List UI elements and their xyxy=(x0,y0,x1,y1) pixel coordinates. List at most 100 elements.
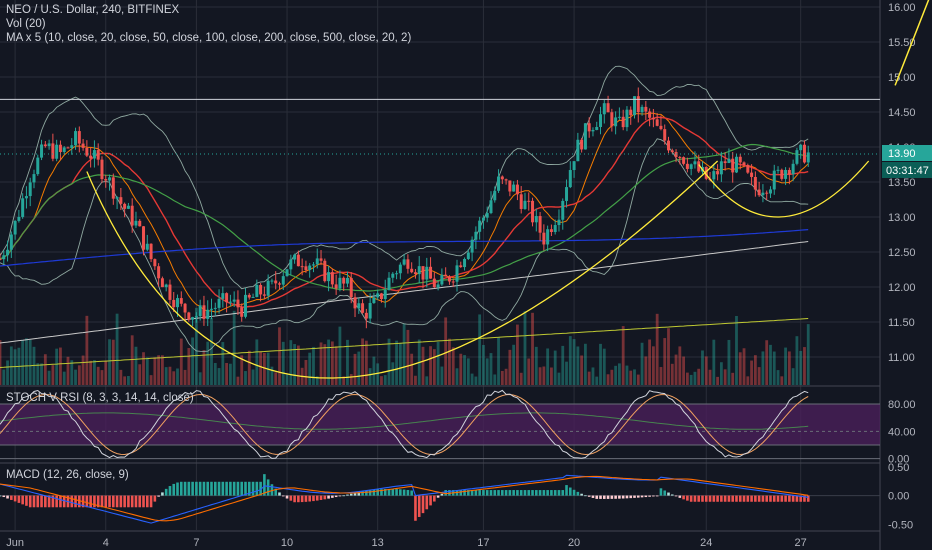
candle-body xyxy=(500,176,504,180)
candle-body xyxy=(89,155,93,159)
volume-bar xyxy=(761,351,765,385)
candle-body xyxy=(602,103,606,115)
macd-histogram-bar xyxy=(266,479,270,496)
candle-body xyxy=(349,277,353,298)
volume-bar xyxy=(157,355,161,385)
volume-bar xyxy=(640,342,644,385)
macd-histogram-bar xyxy=(414,495,417,521)
stoch-indicator-label[interactable]: STOCH V RSI (8, 3, 3, 14, 14, close) xyxy=(6,392,194,404)
macd-histogram-bar xyxy=(138,495,142,508)
macd-histogram-bar xyxy=(708,495,712,502)
candle-body xyxy=(391,273,395,278)
candle-body xyxy=(636,96,640,113)
macd-histogram-bar xyxy=(232,481,236,496)
volume-bar xyxy=(599,343,602,385)
macd-histogram-bar xyxy=(557,490,561,496)
candle-body xyxy=(753,176,757,190)
candle-body xyxy=(493,190,497,201)
volume-bar xyxy=(753,355,757,385)
macd-histogram-bar xyxy=(380,489,383,496)
candle-body xyxy=(323,260,327,282)
volume-bar xyxy=(380,376,383,385)
macd-histogram-bar xyxy=(535,490,538,496)
candle-body xyxy=(70,145,74,148)
volume-bar xyxy=(62,371,66,385)
candle-body xyxy=(595,126,599,130)
volume-bar xyxy=(349,374,353,385)
candle-body xyxy=(47,143,51,147)
volume-bar xyxy=(47,370,51,385)
candle-body xyxy=(655,119,659,126)
candle-body xyxy=(512,184,516,192)
macd-histogram-bar xyxy=(417,495,421,517)
macd-histogram-bar xyxy=(44,495,47,508)
macd-histogram-bar xyxy=(368,490,372,496)
volume-bar xyxy=(32,346,36,385)
volume-bar xyxy=(85,315,89,385)
volume-indicator-label[interactable]: Vol (20) xyxy=(6,18,46,30)
macd-histogram-bar xyxy=(754,495,757,502)
candle-body xyxy=(689,164,693,169)
volume-bar xyxy=(323,344,327,385)
candle-body xyxy=(534,216,538,223)
macd-histogram-bar xyxy=(712,495,716,502)
candle-body xyxy=(74,131,78,146)
volume-bar xyxy=(96,366,100,385)
candle-body xyxy=(761,192,765,196)
macd-histogram-bar xyxy=(527,490,531,496)
volume-bar xyxy=(482,344,485,385)
macd-histogram-bar xyxy=(334,495,338,498)
volume-bar xyxy=(236,376,240,385)
volume-bar xyxy=(81,355,85,385)
volume-bar xyxy=(74,369,77,385)
volume-bar xyxy=(580,355,584,385)
candle-body xyxy=(670,150,674,153)
candle-body xyxy=(629,109,633,116)
macd-histogram-bar xyxy=(365,490,368,496)
candle-body xyxy=(51,143,55,159)
macd-histogram-bar xyxy=(236,481,240,496)
candle-body xyxy=(746,165,750,173)
volume-bar xyxy=(149,375,153,385)
volume-bar xyxy=(674,354,678,385)
macd-histogram-bar xyxy=(164,488,168,496)
macd-histogram-bar xyxy=(478,490,481,496)
volume-bar xyxy=(25,338,28,385)
macd-indicator-label[interactable]: MACD (12, 26, close, 9) xyxy=(6,469,129,481)
candle-body xyxy=(787,169,791,175)
volume-bar xyxy=(2,369,6,385)
symbol-title[interactable]: NEO / U.S. Dollar, 240, BITFINEX xyxy=(6,4,180,16)
macd-histogram-bar xyxy=(263,474,266,496)
volume-bar xyxy=(183,369,187,385)
candle-body xyxy=(342,277,346,284)
macd-histogram-bar xyxy=(115,495,119,508)
candle-body xyxy=(334,284,338,289)
ma-indicator-label[interactable]: MA x 5 (10, close, 20, close, 50, close,… xyxy=(6,32,412,44)
macd-histogram-bar xyxy=(357,492,361,496)
macd-histogram-bar xyxy=(467,490,470,496)
volume-bar xyxy=(421,346,425,385)
volume-bar xyxy=(395,340,398,385)
macd-histogram-bar xyxy=(682,495,685,500)
volume-bar xyxy=(685,372,689,385)
volume-bar xyxy=(104,360,108,385)
candle-body xyxy=(674,152,678,158)
volume-bar xyxy=(225,362,229,385)
macd-histogram-bar xyxy=(319,495,323,500)
volume-bar xyxy=(459,353,463,385)
volume-bar xyxy=(769,344,772,385)
candle-body xyxy=(157,266,161,279)
candle-body xyxy=(281,276,285,285)
candle-body xyxy=(678,157,682,159)
volume-bar xyxy=(670,363,674,385)
volume-bar xyxy=(697,368,701,385)
macd-histogram-bar xyxy=(504,490,508,496)
macd-histogram-bar xyxy=(576,491,580,496)
candle-body xyxy=(572,161,576,171)
candle-body xyxy=(478,220,482,232)
candle-body xyxy=(191,317,195,320)
macd-histogram-bar xyxy=(202,481,206,496)
candle-body xyxy=(466,252,470,259)
macd-histogram-bar xyxy=(606,495,610,499)
